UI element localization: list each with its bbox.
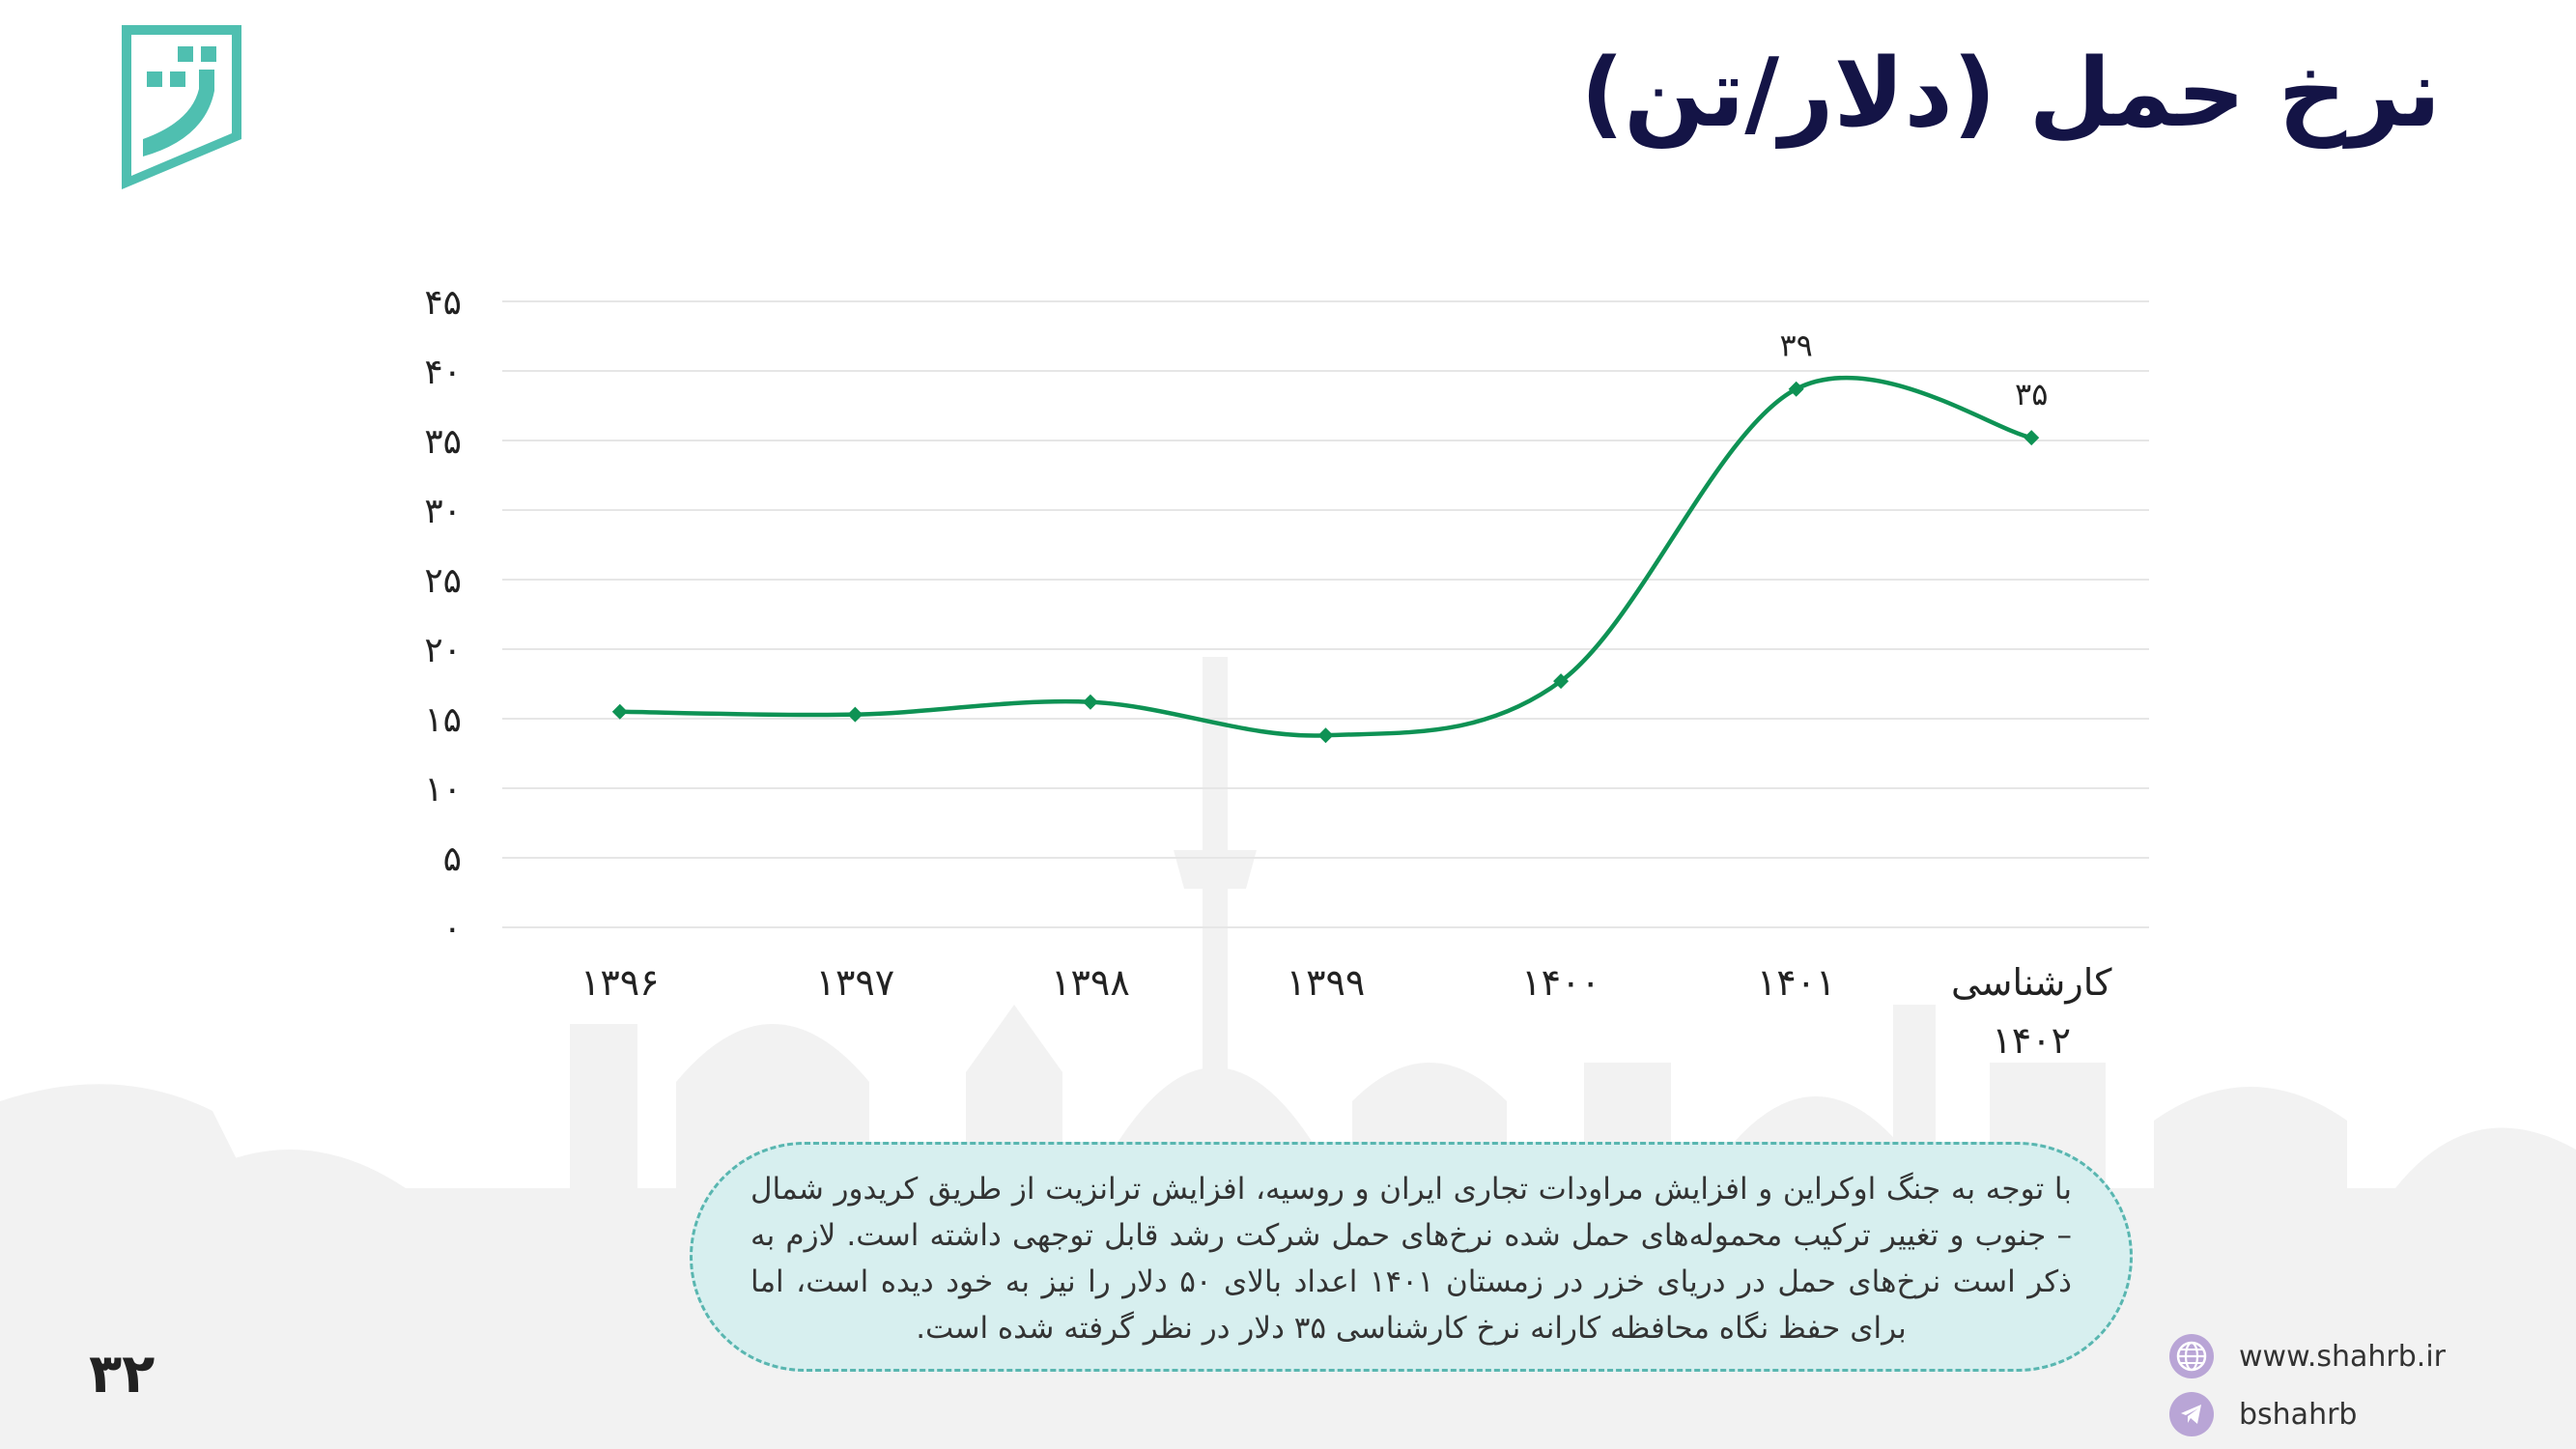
data-point [611, 703, 628, 720]
x-tick-label: ۱۴۰۲ [1992, 1019, 2071, 1062]
y-tick-label: ۰ [443, 909, 462, 949]
y-tick-label: ۱۵ [424, 700, 462, 740]
y-tick-label: ۵ [443, 839, 462, 879]
data-label: ۳۵ [2015, 376, 2048, 412]
data-point [1553, 673, 1570, 690]
data-labels: ۳۹ ۳۵ [1779, 327, 2048, 412]
y-axis-ticks: ۰ ۵ ۱۰ ۱۵ ۲۰ ۲۵ ۳۰ ۳۵ ۴۰ ۴۵ [424, 283, 462, 949]
data-point [847, 706, 863, 723]
data-point [1317, 727, 1334, 744]
x-tick-label: ۱۴۰۱ [1757, 961, 1836, 1004]
x-tick-label: کارشناسی [1951, 961, 2112, 1004]
x-tick-label: ۱۴۰۰ [1521, 961, 1600, 1004]
x-tick-label: ۱۳۹۶ [580, 961, 660, 1004]
y-tick-label: ۴۰ [424, 353, 462, 392]
telegram-icon [2169, 1392, 2214, 1436]
x-tick-label: ۱۳۹۸ [1051, 961, 1130, 1004]
y-tick-label: ۲۰ [424, 631, 462, 670]
telegram-handle: bshahrb [2239, 1397, 2358, 1432]
y-tick-label: ۱۰ [424, 770, 462, 810]
chart-gridlines [502, 300, 2149, 928]
website-url: www.shahrb.ir [2239, 1339, 2447, 1374]
series-line [619, 375, 2032, 738]
x-axis-ticks: ۱۳۹۶ ۱۳۹۷ ۱۳۹۸ ۱۳۹۹ ۱۴۰۰ ۱۴۰۱ کارشناسی ۱۴۰۲ [580, 961, 2112, 1062]
explanation-note: با توجه به جنگ اوکراین و افزایش مراودات … [690, 1142, 2133, 1372]
x-tick-label: ۱۳۹۹ [1287, 961, 1366, 1004]
y-tick-label: ۲۵ [424, 561, 462, 601]
y-tick-label: ۳۵ [424, 422, 462, 462]
data-point [2024, 430, 2040, 446]
y-tick-label: ۳۰ [424, 492, 462, 531]
data-point [1788, 381, 1804, 397]
website-link[interactable]: www.shahrb.ir [2169, 1333, 2446, 1379]
page-number: ۳۲ [89, 1343, 156, 1406]
shahrb-logo [122, 25, 241, 189]
globe-icon [2169, 1334, 2214, 1378]
data-label: ۳۹ [1779, 327, 1812, 364]
social-links: www.shahrb.ir bshahrb [2169, 1333, 2478, 1439]
data-point [1082, 694, 1098, 710]
x-tick-label: ۱۳۹۷ [816, 961, 895, 1004]
data-points [611, 381, 2040, 744]
telegram-link[interactable]: bshahrb [2169, 1391, 2357, 1437]
page-title: نرخ حمل (دلار/تن) [1580, 39, 2441, 149]
y-tick-label: ۴۵ [424, 283, 462, 323]
